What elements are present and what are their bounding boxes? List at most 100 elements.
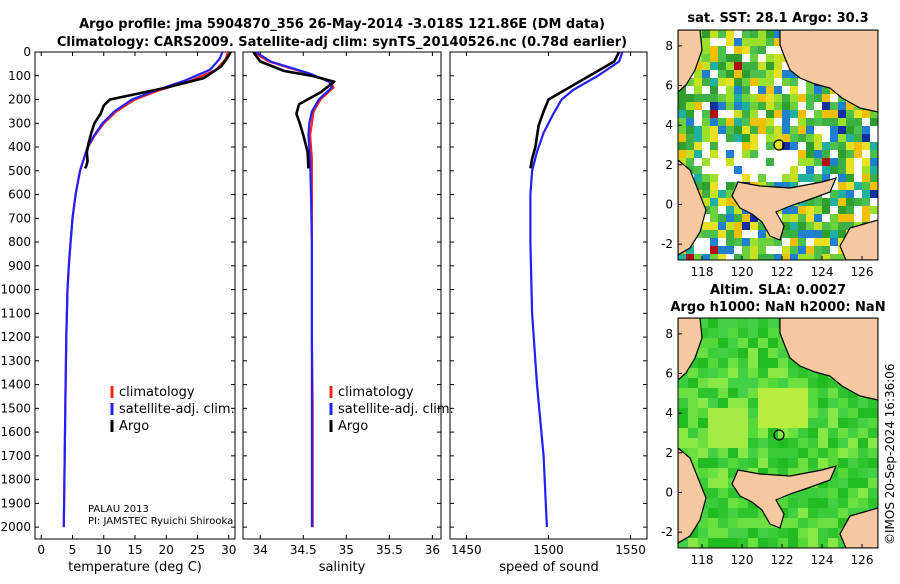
sla-pixel — [718, 428, 728, 438]
sla-pixel — [728, 348, 738, 358]
sst-pixel — [862, 158, 870, 166]
sla-pixel — [738, 518, 748, 528]
sst-pixel — [838, 150, 846, 158]
sla-pixel — [768, 348, 778, 358]
sst-pixel — [750, 118, 758, 126]
sst-pixel — [798, 214, 806, 222]
sst-pixel — [782, 86, 790, 94]
sst-pixel — [742, 118, 750, 126]
sst-pixel — [806, 198, 814, 206]
sst-pixel — [830, 110, 838, 118]
sst-pixel — [710, 110, 718, 118]
sst-pixel — [790, 238, 798, 246]
sst-pixel — [862, 166, 870, 174]
x-tick-label-35: 35 — [339, 543, 354, 557]
sst-pixel — [702, 78, 710, 86]
sla-land-north — [779, 318, 878, 401]
sla-pixel — [698, 538, 708, 548]
sst-pixel — [798, 150, 806, 158]
sst-pixel — [782, 206, 790, 214]
sst-pixel — [782, 142, 790, 150]
sst-pixel — [678, 94, 686, 102]
sla-pixel — [808, 508, 818, 518]
sla-map: Altim. SLA: 0.0027 Argo h1000: NaN h2000… — [661, 283, 886, 567]
sst-pixel — [806, 166, 814, 174]
sla-pixel — [758, 358, 768, 368]
series-satellite-adj-clim--line — [62, 52, 224, 528]
sla-map-title-line2: Argo h1000: NaN h2000: NaN — [670, 300, 885, 315]
sla-pixel — [718, 488, 728, 498]
sst-pixel — [686, 246, 694, 254]
sst-pixel — [838, 230, 846, 238]
sst-pixel — [790, 94, 798, 102]
sst-pixel — [798, 134, 806, 142]
series-satellite-adj-clim--line — [529, 52, 624, 528]
sst-pixel — [766, 150, 774, 158]
sla-pixel — [708, 428, 718, 438]
sst-pixel — [766, 86, 774, 94]
sla-pixel — [798, 418, 808, 428]
sla-pixel — [858, 498, 868, 508]
sst-pixel — [846, 126, 854, 134]
sla-pixel — [758, 338, 768, 348]
sst-pixel — [734, 118, 742, 126]
sst-pixel — [758, 254, 766, 260]
sst-pixel — [734, 126, 742, 134]
sst-pixel — [694, 78, 702, 86]
sla-pixel — [848, 478, 858, 488]
sst-pixel — [766, 62, 774, 70]
sst-pixel — [854, 182, 862, 190]
sst-pixel — [710, 78, 718, 86]
sla-pixel — [808, 518, 818, 528]
sst-pixel — [750, 230, 758, 238]
sst-pixel — [726, 222, 734, 230]
sst-pixel — [790, 118, 798, 126]
sst-pixel — [814, 254, 822, 260]
sst-pixel — [854, 126, 862, 134]
sla-pixel — [728, 498, 738, 508]
sst-pixel — [686, 254, 694, 260]
sla-pixel — [788, 368, 798, 378]
sla-pixel — [748, 348, 758, 358]
sst-pixel — [758, 94, 766, 102]
sst-pixel — [734, 30, 742, 38]
sst-pixel — [854, 174, 862, 182]
sla-pixel — [778, 538, 788, 548]
sla-pixel — [738, 418, 748, 428]
sst-pixel — [750, 166, 758, 174]
sla-pixel — [718, 378, 728, 388]
sla-pixel — [838, 538, 848, 548]
depth-label-1700: 1700 — [0, 449, 31, 463]
sst-pixel — [830, 94, 838, 102]
sst-pixel — [750, 142, 758, 150]
sla-pixel — [718, 538, 728, 548]
sst-pixel — [694, 158, 702, 166]
sst-pixel — [750, 78, 758, 86]
sla-pixel — [718, 368, 728, 378]
map-y-label-6: 6 — [665, 367, 673, 381]
sst-pixel — [702, 174, 710, 182]
sla-pixel — [738, 438, 748, 448]
sst-pixel — [678, 86, 686, 94]
sst-pixel — [782, 110, 790, 118]
sla-pixel — [728, 438, 738, 448]
sst-pixel — [734, 78, 742, 86]
sst-pixel — [790, 142, 798, 150]
sst-pixel — [838, 118, 846, 126]
sla-pixel — [698, 318, 708, 328]
temperature-ticks: 0 5 10 15 20 25 30 — [35, 51, 236, 557]
sst-pixel — [766, 70, 774, 78]
sst-pixel — [758, 174, 766, 182]
sla-pixel — [748, 458, 758, 468]
sst-pixel — [798, 142, 806, 150]
sla-pixel — [838, 398, 848, 408]
sla-pixel — [748, 378, 758, 388]
sst-pixel — [838, 214, 846, 222]
sst-pixel — [702, 214, 710, 222]
sst-pixel — [838, 102, 846, 110]
sst-pixel — [774, 102, 782, 110]
sst-pixel — [678, 158, 686, 166]
imos-watermark: ©IMOS 20-Sep-2024 16:36:06 — [883, 363, 897, 545]
sst-pixel — [814, 222, 822, 230]
sst-pixel — [694, 238, 702, 246]
